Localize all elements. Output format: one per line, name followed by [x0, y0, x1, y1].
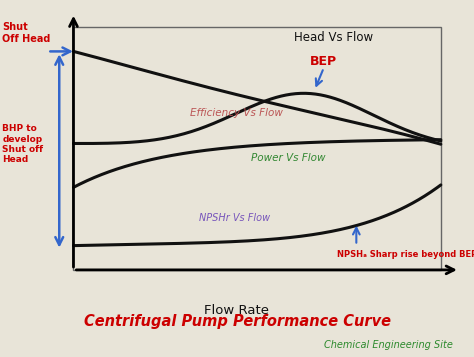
Text: Shut
Off Head: Shut Off Head	[2, 22, 51, 44]
Text: Power Vs Flow: Power Vs Flow	[251, 154, 326, 164]
Bar	[73, 27, 441, 270]
Text: NPSHₐ Sharp rise beyond BEP: NPSHₐ Sharp rise beyond BEP	[337, 250, 474, 259]
Text: BEP: BEP	[310, 55, 337, 68]
Text: BHP to
develop
Shut off
Head: BHP to develop Shut off Head	[2, 124, 44, 164]
Text: Flow Rate: Flow Rate	[204, 304, 270, 317]
Text: Chemical Engineering Site: Chemical Engineering Site	[324, 340, 453, 350]
Text: Head Vs Flow: Head Vs Flow	[294, 31, 373, 44]
Text: NPSHr Vs Flow: NPSHr Vs Flow	[199, 213, 270, 223]
Text: Centrifugal Pump Performance Curve: Centrifugal Pump Performance Curve	[83, 314, 391, 329]
Text: Efficiency Vs Flow: Efficiency Vs Flow	[190, 108, 283, 118]
